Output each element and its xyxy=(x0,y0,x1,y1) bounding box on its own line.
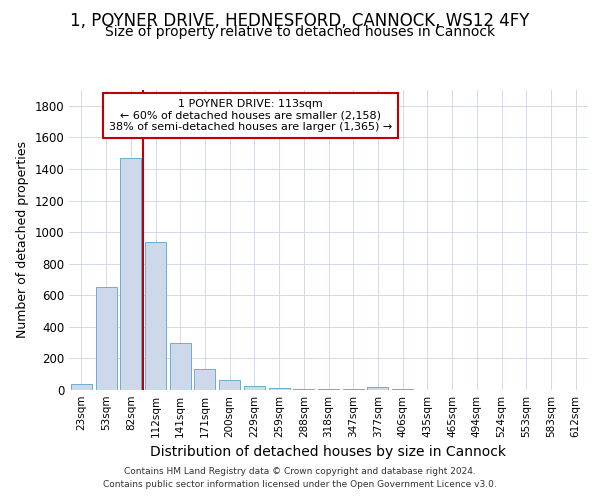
Bar xyxy=(367,387,388,390)
Bar xyxy=(170,344,191,390)
Text: Size of property relative to detached houses in Cannock: Size of property relative to detached ho… xyxy=(105,25,495,39)
Bar xyxy=(145,242,166,390)
Bar xyxy=(244,386,265,390)
Bar xyxy=(194,370,215,390)
Bar xyxy=(293,389,314,390)
Bar xyxy=(318,389,339,390)
Bar xyxy=(269,388,290,390)
X-axis label: Distribution of detached houses by size in Cannock: Distribution of detached houses by size … xyxy=(151,446,506,460)
Text: 1 POYNER DRIVE: 113sqm
← 60% of detached houses are smaller (2,158)
38% of semi-: 1 POYNER DRIVE: 113sqm ← 60% of detached… xyxy=(109,99,392,132)
Y-axis label: Number of detached properties: Number of detached properties xyxy=(16,142,29,338)
Text: Contains HM Land Registry data © Crown copyright and database right 2024.: Contains HM Land Registry data © Crown c… xyxy=(124,467,476,476)
Bar xyxy=(120,158,141,390)
Text: Contains public sector information licensed under the Open Government Licence v3: Contains public sector information licen… xyxy=(103,480,497,489)
Bar xyxy=(392,389,413,390)
Text: 1, POYNER DRIVE, HEDNESFORD, CANNOCK, WS12 4FY: 1, POYNER DRIVE, HEDNESFORD, CANNOCK, WS… xyxy=(70,12,530,30)
Bar xyxy=(343,389,364,390)
Bar xyxy=(95,288,116,390)
Bar xyxy=(219,380,240,390)
Bar xyxy=(71,384,92,390)
